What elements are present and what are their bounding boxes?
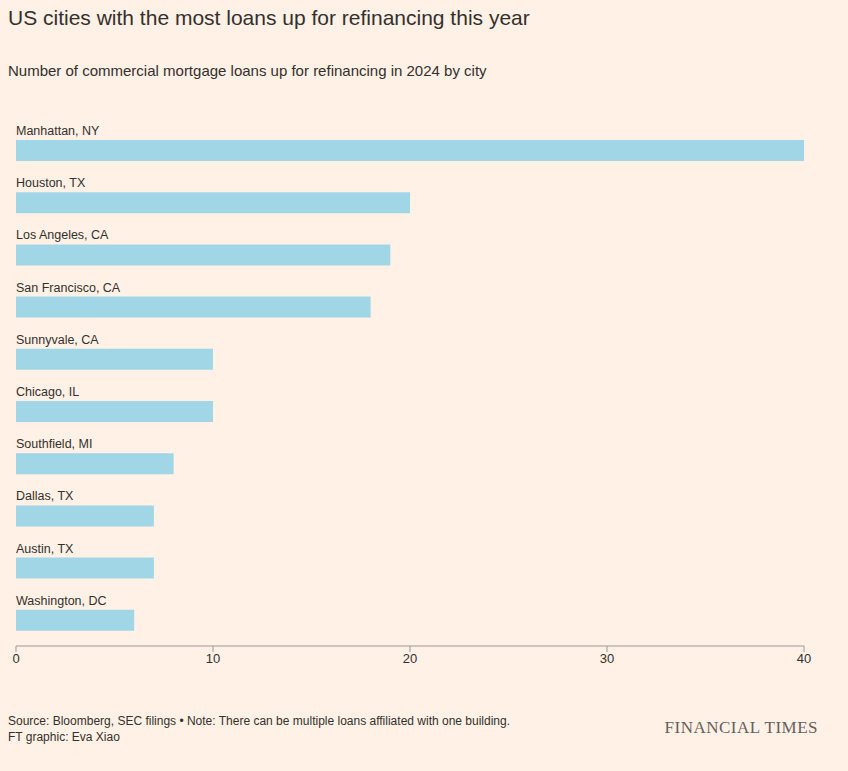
svg-text:Los Angeles, CA: Los Angeles, CA	[16, 228, 109, 242]
svg-text:Austin, TX: Austin, TX	[16, 542, 74, 556]
svg-text:Manhattan, NY: Manhattan, NY	[16, 124, 100, 138]
svg-text:Washington, DC: Washington, DC	[16, 594, 107, 608]
html-text:US cities with the most loans: US cities with the most loans up for ref…	[8, 6, 530, 29]
svg-text:0: 0	[12, 651, 19, 666]
svg-text:Dallas, TX: Dallas, TX	[16, 489, 74, 503]
html-text:FINANCIAL TIMES: FINANCIAL TIMES	[664, 718, 818, 737]
html-text:Number of commercial mortgage: Number of commercial mortgage loans up f…	[8, 62, 487, 79]
svg-text:40: 40	[797, 651, 811, 666]
svg-text:San Francisco, CA: San Francisco, CA	[16, 281, 121, 295]
svg-text:Sunnyvale, CA: Sunnyvale, CA	[16, 333, 99, 347]
html-text:Source: Bloomberg, SEC filings: Source: Bloomberg, SEC filings • Note: T…	[8, 714, 510, 728]
svg-text:30: 30	[600, 651, 614, 666]
svg-text:20: 20	[403, 651, 417, 666]
svg-text:Houston, TX: Houston, TX	[16, 176, 86, 190]
svg-text:Southfield, MI: Southfield, MI	[16, 437, 92, 451]
html-text:FT graphic: Eva Xiao: FT graphic: Eva Xiao	[8, 730, 120, 744]
svg-text:Chicago, IL: Chicago, IL	[16, 385, 79, 399]
svg-text:10: 10	[206, 651, 220, 666]
